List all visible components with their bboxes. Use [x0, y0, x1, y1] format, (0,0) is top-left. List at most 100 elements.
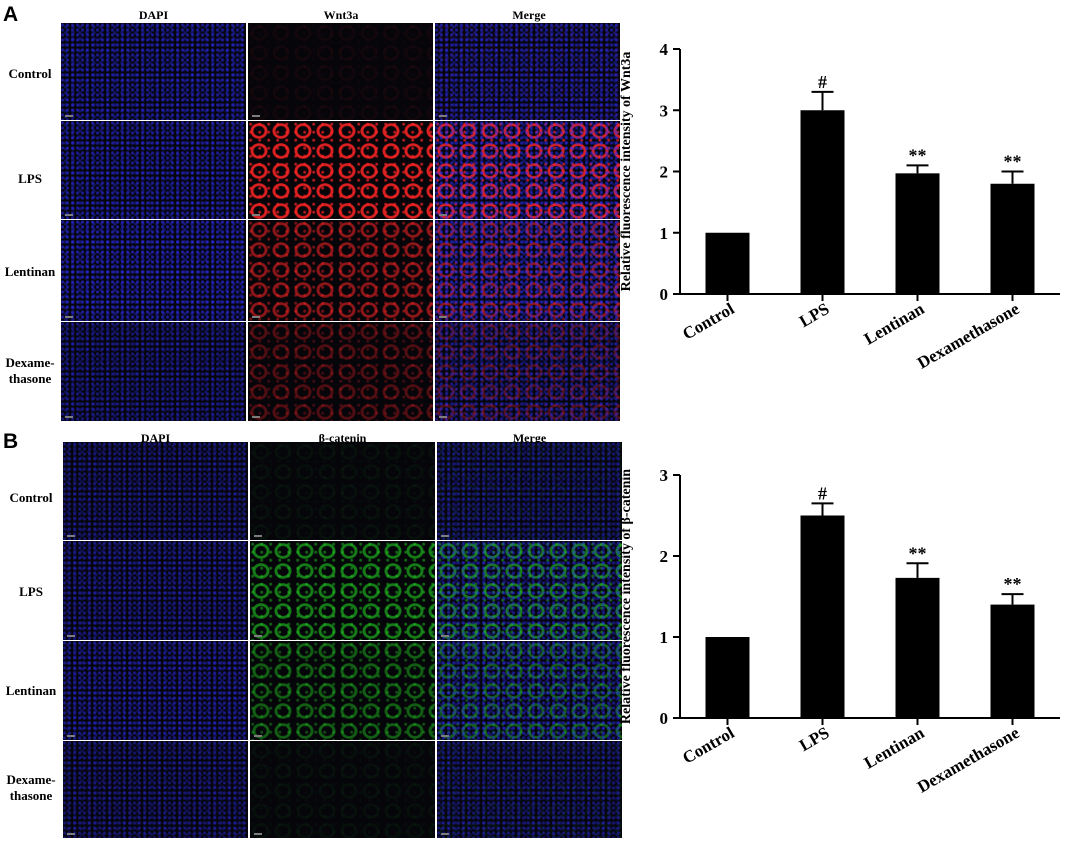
scale-bar	[441, 635, 449, 637]
bar-chart-wnt3a: 0 1 2 3 4 Relative fluorescence intensity of …	[619, 40, 1060, 373]
x-tick-label: Dexamethasone	[914, 723, 1023, 797]
y-tick-label: 1	[660, 628, 669, 647]
row-label-control: Control	[9, 490, 53, 505]
scale-bar	[439, 214, 447, 216]
scale-bar	[252, 115, 260, 117]
bar	[895, 577, 940, 718]
panel-letter-b: B	[3, 430, 19, 453]
scale-bar	[252, 416, 260, 418]
y-tick-label: 0	[660, 285, 669, 304]
micrograph-dapi-lps	[61, 121, 246, 219]
x-tick-label: Lentinan	[861, 299, 928, 349]
x-tick-label: LPS	[796, 723, 833, 755]
micrograph-dapi-dexamethasone	[63, 741, 248, 838]
scale-bar	[67, 635, 75, 637]
bar	[990, 183, 1035, 294]
micrograph-marker-dexamethasone	[250, 741, 435, 838]
x-tick-label: Control	[679, 299, 738, 344]
x-tick-label: Lentinan	[861, 723, 928, 773]
y-tick-label: 2	[660, 547, 669, 566]
scale-bar	[439, 416, 447, 418]
micrograph-marker-lentinan	[248, 220, 433, 321]
y-axis-label: Relative fluorescence intensity of Wnt3a	[619, 52, 634, 292]
scale-bar	[254, 735, 262, 737]
micrograph-merge-lps	[435, 121, 620, 219]
row-label-dexamethasone: Dexame- thasone	[5, 355, 55, 387]
bar	[895, 173, 940, 294]
micrograph-dapi-lps	[63, 541, 248, 640]
significance-mark: **	[909, 145, 927, 165]
micrograph-dapi-lentinan	[61, 220, 246, 321]
row-label-lps: LPS	[18, 171, 42, 186]
micrograph-marker-control	[250, 442, 435, 540]
micrograph-dapi-lentinan	[63, 641, 248, 740]
scale-bar	[67, 535, 75, 537]
row-label-lentinan: Lentinan	[4, 264, 56, 279]
scale-bar	[441, 735, 449, 737]
significance-mark: **	[1004, 152, 1022, 172]
column-header-merge: Merge	[512, 431, 547, 445]
scale-bar	[252, 316, 260, 318]
bar	[990, 604, 1035, 718]
column-header-dapi: DAPI	[138, 8, 169, 22]
row-label-control: Control	[8, 66, 52, 81]
significance-mark: #	[818, 483, 827, 503]
scale-bar	[252, 214, 260, 216]
scale-bar	[441, 833, 449, 835]
x-tick-label: Dexamethasone	[914, 299, 1023, 373]
micrograph-marker-control	[248, 23, 433, 120]
micrograph-merge-lps	[437, 541, 622, 640]
micrograph-marker-lentinan	[250, 641, 435, 740]
x-tick-label: Control	[679, 723, 738, 768]
micrograph-marker-lps	[248, 121, 433, 219]
y-axis-label: Relative fluorescence intensity of β-cat…	[619, 469, 634, 724]
scale-bar	[441, 535, 449, 537]
micrograph-merge-lentinan	[437, 641, 622, 740]
micrograph-merge-dexamethasone	[437, 741, 622, 838]
micrograph-marker-lps	[250, 541, 435, 640]
significance-mark: **	[1004, 574, 1022, 594]
micrograph-merge-dexamethasone	[435, 322, 620, 421]
scale-bar	[65, 416, 73, 418]
column-header-beta-catenin: β-catenin	[318, 431, 367, 445]
scale-bar	[254, 833, 262, 835]
scale-bar	[65, 115, 73, 117]
bar	[800, 110, 845, 294]
column-header-merge: Merge	[512, 8, 546, 22]
y-tick-label: 1	[660, 224, 669, 243]
bar	[800, 515, 845, 718]
row-label-dexamethasone: Dexame- thasone	[6, 772, 56, 804]
row-label-lentinan: Lentinan	[5, 683, 57, 698]
panel-letter-a: A	[3, 3, 19, 26]
micrograph-merge-control	[437, 442, 622, 540]
bar	[705, 232, 750, 294]
micrograph-dapi-control	[61, 23, 246, 120]
scale-bar	[65, 316, 73, 318]
bar	[705, 637, 750, 718]
x-tick-label: LPS	[796, 299, 833, 331]
micrograph-merge-control	[435, 23, 620, 120]
micrograph-marker-dexamethasone	[248, 322, 433, 421]
significance-mark: #	[818, 72, 827, 92]
y-tick-label: 0	[660, 709, 669, 728]
y-tick-label: 3	[660, 466, 669, 485]
scale-bar	[67, 735, 75, 737]
y-tick-label: 2	[660, 163, 669, 182]
scale-bar	[254, 635, 262, 637]
micrograph-dapi-control	[63, 442, 248, 540]
scale-bar	[439, 316, 447, 318]
scale-bar	[439, 115, 447, 117]
y-tick-label: 3	[660, 101, 669, 120]
scale-bar	[67, 833, 75, 835]
micrograph-merge-lentinan	[435, 220, 620, 321]
column-header-wnt3a: Wnt3a	[323, 8, 359, 22]
row-label-lps: LPS	[19, 584, 43, 599]
micrograph-dapi-dexamethasone	[61, 322, 246, 421]
significance-mark: **	[909, 543, 927, 563]
column-header-dapi: DAPI	[140, 431, 171, 445]
bar-chart-beta-catenin: 0 1 2 3 Relative fluorescence intensity of β…	[619, 466, 1060, 797]
scale-bar	[65, 214, 73, 216]
y-tick-label: 4	[660, 40, 669, 59]
scale-bar	[254, 535, 262, 537]
